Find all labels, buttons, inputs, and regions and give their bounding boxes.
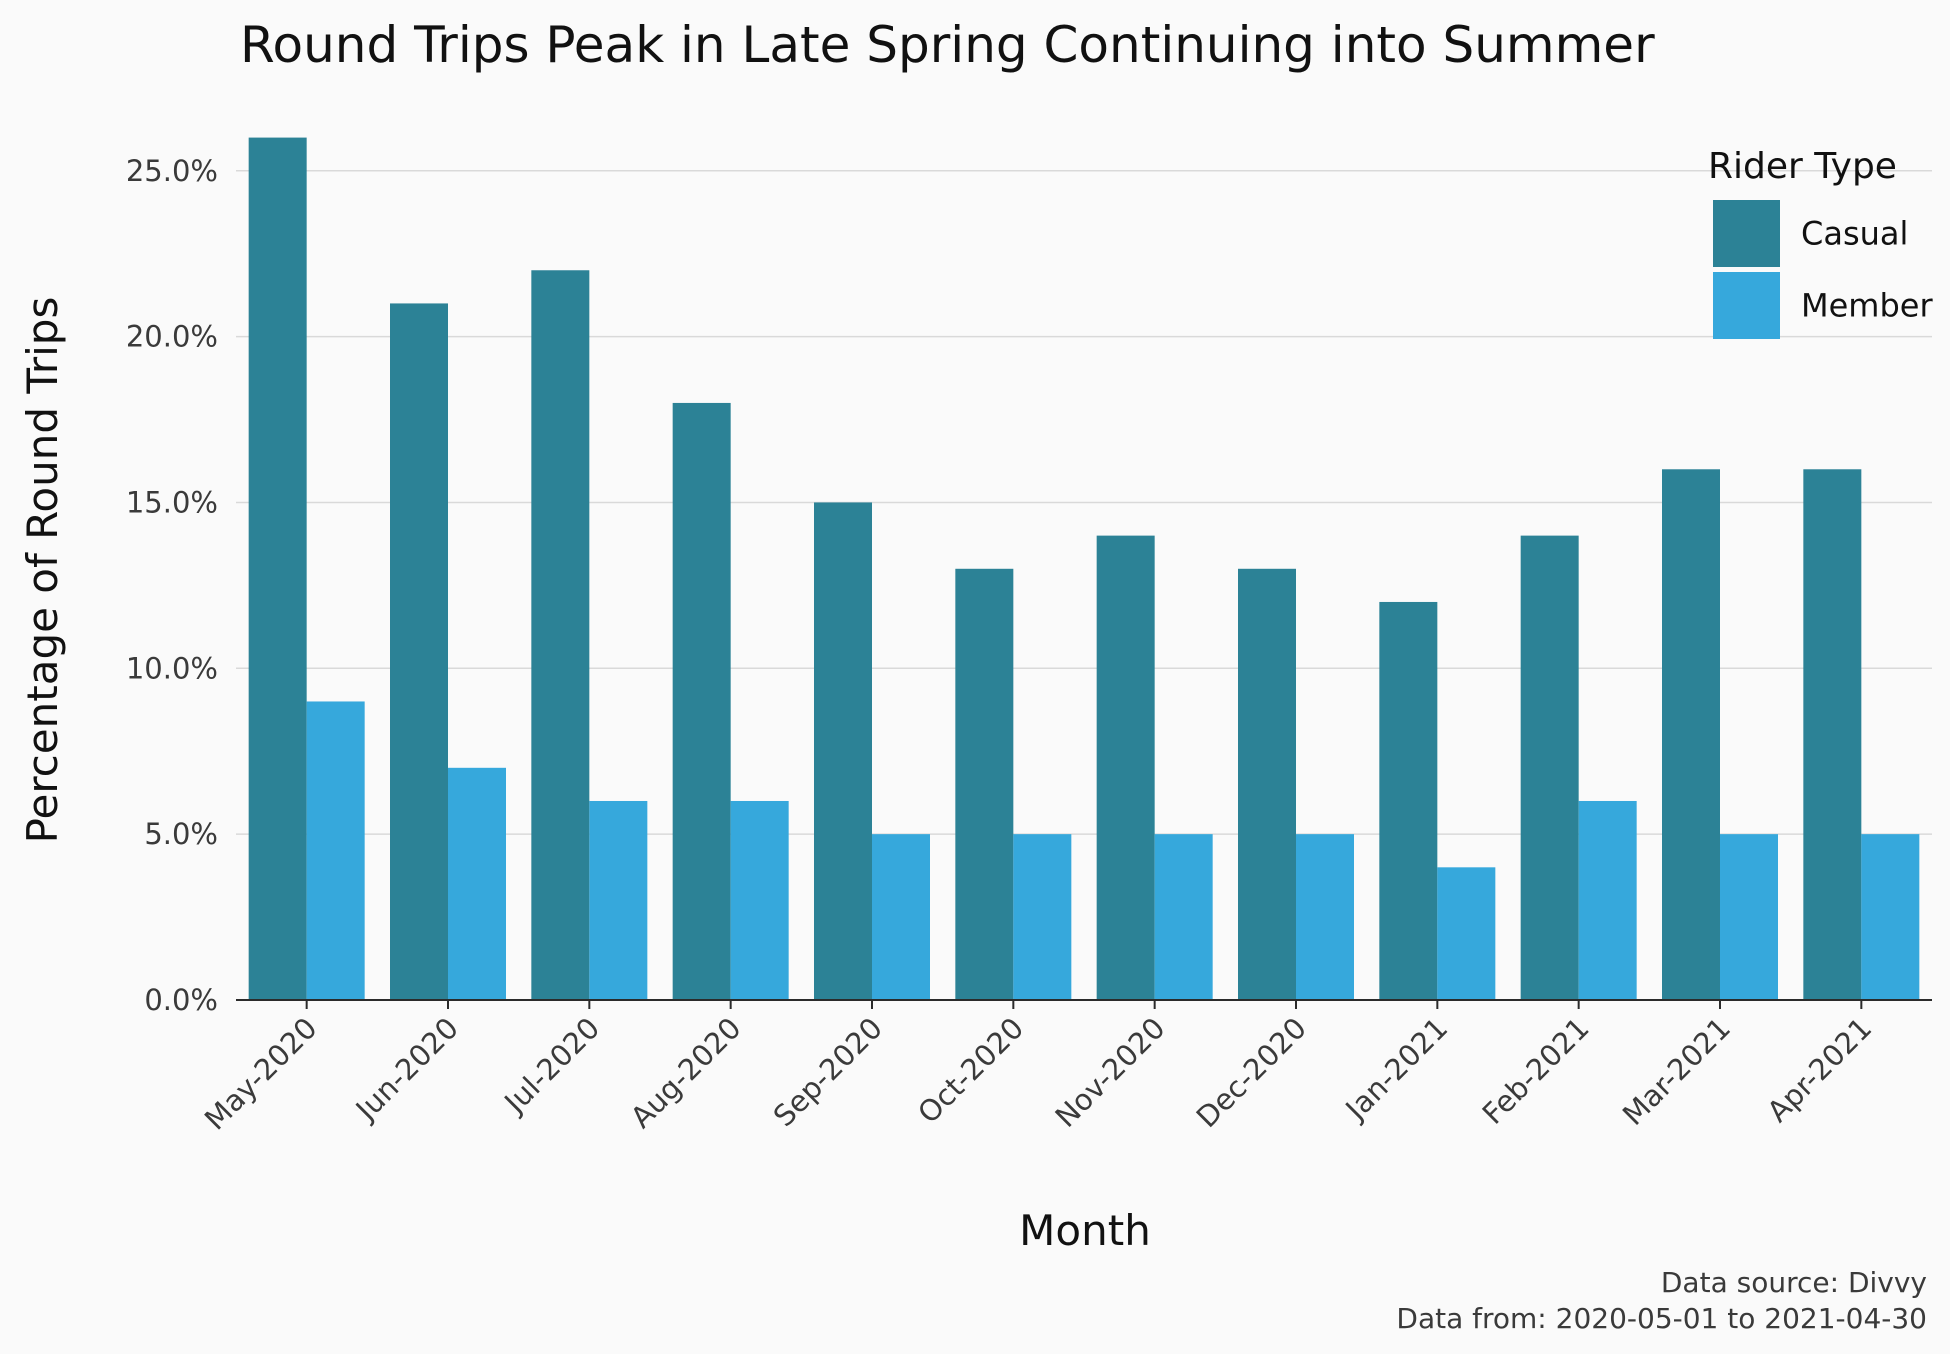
x-tick-label: Jun-2020 xyxy=(348,1011,465,1128)
bar-member xyxy=(1720,834,1778,1000)
x-tick-label: Mar-2021 xyxy=(1616,1011,1737,1132)
bar-casual xyxy=(955,568,1014,1000)
x-tick-label: Aug-2020 xyxy=(624,1011,748,1135)
legend-label-member: Member xyxy=(1801,287,1933,325)
legend-label-casual: Casual xyxy=(1801,215,1908,253)
y-tick-label: 20.0% xyxy=(126,320,218,354)
gridlines xyxy=(236,170,1932,835)
legend-title: Rider Type xyxy=(1708,146,1897,187)
legend: Rider Type Casual Member xyxy=(1708,146,1933,339)
bar-casual xyxy=(1096,535,1155,1000)
bar-casual xyxy=(248,137,307,1000)
bar-casual xyxy=(390,303,448,1000)
bar-member xyxy=(1437,867,1496,1000)
caption-date-range: Data from: 2020-05-01 to 2021-04-30 xyxy=(1396,1302,1927,1335)
y-axis-title: Percentage of Round Trips xyxy=(18,297,67,844)
bar-member xyxy=(448,767,506,1000)
legend-key-member xyxy=(1713,272,1780,339)
x-tick-label: Nov-2020 xyxy=(1049,1011,1172,1134)
y-tick-label: 15.0% xyxy=(126,485,218,519)
y-tick-label: 25.0% xyxy=(126,154,218,188)
bar-member xyxy=(1861,834,1920,1000)
y-tick-label: 5.0% xyxy=(144,817,218,851)
bar-casual xyxy=(1379,601,1438,1000)
x-tick-label: Apr-2021 xyxy=(1760,1011,1878,1129)
x-tick-label: May-2020 xyxy=(198,1011,324,1137)
x-tick-label: Jan-2021 xyxy=(1338,1011,1455,1128)
bar-member xyxy=(1578,800,1637,1000)
bar-casual xyxy=(1238,568,1296,1000)
caption: Data source: Divvy Data from: 2020-05-01… xyxy=(1396,1266,1927,1335)
bar-member xyxy=(872,834,930,1000)
bar-casual xyxy=(1803,469,1862,1000)
x-tick-label: Jul-2020 xyxy=(496,1011,606,1121)
bars xyxy=(248,137,1920,1000)
bar-member xyxy=(730,800,789,1000)
bar-member xyxy=(1013,834,1072,1000)
bar-casual xyxy=(1662,469,1720,1000)
bar-member xyxy=(1296,834,1354,1000)
bar-casual xyxy=(814,502,872,1000)
bar-member xyxy=(306,701,365,1000)
legend-key-casual xyxy=(1713,200,1780,267)
x-tick-label: Sep-2020 xyxy=(767,1011,889,1133)
bar-casual xyxy=(1520,535,1579,1000)
chart-title: Round Trips Peak in Late Spring Continui… xyxy=(240,16,1655,74)
bar-casual xyxy=(531,270,590,1000)
x-axis-title: Month xyxy=(1019,1206,1151,1255)
bar-casual xyxy=(672,402,731,1000)
caption-source: Data source: Divvy xyxy=(1661,1266,1927,1299)
bar-member xyxy=(589,800,648,1000)
bar-member xyxy=(1154,834,1213,1000)
y-tick-label: 10.0% xyxy=(126,651,218,685)
x-tick-label: Feb-2021 xyxy=(1476,1011,1596,1131)
x-tick-label: Dec-2020 xyxy=(1190,1011,1313,1134)
x-tick-label: Oct-2020 xyxy=(911,1011,1030,1130)
y-tick-label: 0.0% xyxy=(144,983,218,1017)
